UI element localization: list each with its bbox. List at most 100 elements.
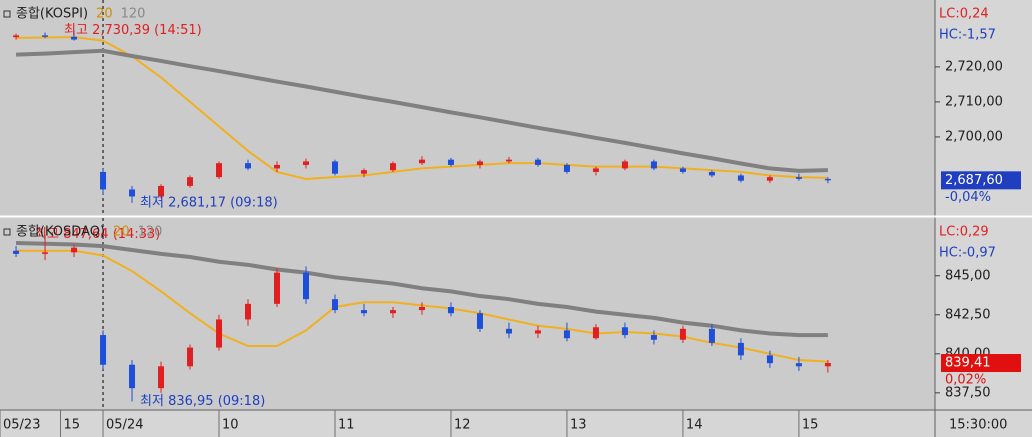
candle-body — [13, 250, 20, 254]
candle-body — [42, 252, 49, 254]
candle-body — [245, 163, 252, 169]
legend-entry: 20 — [113, 225, 130, 240]
candle-body — [766, 177, 773, 181]
candle-body — [42, 35, 49, 37]
high-annotation: 최고 847,64 (14:33) — [35, 227, 160, 242]
moving-average — [15, 240, 828, 338]
candle-body — [129, 189, 136, 197]
lc-label: LC:0,24 — [939, 7, 989, 22]
candle-body — [795, 363, 802, 367]
panel-title: 종합(KOSPI) — [16, 7, 88, 22]
candle-body — [71, 36, 78, 40]
hc-label: HC:-1,57 — [939, 28, 996, 43]
low-annotation: 최저 836,95 (09:18) — [140, 394, 265, 409]
candle-body — [360, 170, 367, 174]
x-tick-label: 14 — [686, 418, 703, 433]
candle-body — [158, 185, 165, 197]
x-tick-label: 05/24 — [106, 418, 143, 433]
candle-body — [13, 35, 20, 38]
candle-body — [679, 328, 686, 340]
candle-body — [650, 161, 657, 169]
candle-body — [447, 306, 454, 314]
y-tick-label: 2,700,00 — [945, 129, 1003, 144]
last-price-box — [941, 171, 1021, 190]
candle-body — [476, 161, 483, 165]
last-price-box — [941, 354, 1021, 373]
candle-body — [534, 330, 541, 334]
candle-body — [708, 328, 715, 343]
candle-body — [563, 330, 570, 339]
candle-body — [621, 327, 628, 336]
candle-body — [650, 335, 657, 340]
legend-entry: 120 — [138, 225, 163, 240]
x-tick-label: 15 — [802, 418, 819, 433]
moving-average — [16, 36, 828, 180]
candle-body — [447, 159, 454, 165]
candle-body — [766, 355, 773, 364]
x-tick-label: 13 — [570, 418, 587, 433]
candle-body — [187, 177, 194, 186]
change-label: -0,04% — [945, 190, 991, 205]
candle-body — [274, 272, 281, 304]
candle-body — [100, 171, 107, 190]
high-annotation: 최고 2,730,39 (14:51) — [64, 23, 202, 38]
candle-body — [592, 168, 599, 172]
candle-body — [621, 161, 628, 169]
candle-body — [592, 327, 599, 339]
candle-body — [216, 319, 223, 348]
candle-body — [824, 363, 831, 367]
checkbox — [3, 10, 11, 18]
x-end-label: 15:30:00 — [949, 418, 1007, 433]
x-tick-label: 05/23 — [3, 418, 40, 433]
legend-entry: 120 — [121, 7, 146, 22]
candle-body — [187, 347, 194, 367]
candle-body — [129, 364, 136, 389]
candle-body — [302, 161, 309, 165]
candle-body — [389, 163, 396, 171]
y-tick-label: 842,50 — [945, 307, 991, 322]
candle-body — [389, 310, 396, 314]
candle-body — [100, 335, 107, 365]
candle-body — [679, 168, 686, 172]
x-tick-label: 15 — [64, 418, 81, 433]
panel-title: 종합(KOSDAQ) — [16, 225, 105, 240]
candle-body — [216, 163, 223, 178]
candle-body — [824, 178, 831, 181]
checkbox — [3, 228, 11, 236]
x-tick-label: 10 — [222, 418, 239, 433]
candle-body — [505, 159, 512, 162]
candle-body — [245, 303, 252, 320]
candle-body — [274, 164, 281, 169]
lc-label: LC:0,29 — [939, 225, 989, 240]
candle-body — [418, 159, 425, 164]
y-tick-label: 837,50 — [945, 385, 991, 400]
candle-body — [737, 175, 744, 181]
candle-body — [737, 342, 744, 356]
hc-label: HC:-0,97 — [939, 246, 996, 261]
x-tick-label: 11 — [338, 418, 355, 433]
low-annotation: 최저 2,681,17 (09:18) — [140, 195, 278, 210]
candle-body — [331, 161, 338, 174]
moving-average — [15, 48, 828, 173]
legend-entry: 20 — [96, 7, 113, 22]
candle-body — [795, 177, 802, 179]
last-price: 839,41 — [945, 356, 991, 371]
change-label: 0,02% — [945, 373, 986, 388]
candle-body — [476, 313, 483, 329]
x-tick-label: 12 — [454, 418, 471, 433]
candle-body — [158, 366, 165, 389]
candle-body — [331, 299, 338, 311]
candle-body — [563, 164, 570, 172]
candle-body — [71, 247, 78, 253]
x-axis — [0, 410, 1032, 437]
last-price: 2,687,60 — [945, 173, 1003, 188]
candle-body — [708, 171, 715, 176]
candle-body — [418, 306, 425, 311]
y-tick-label: 2,710,00 — [945, 94, 1003, 109]
candle-body — [360, 310, 367, 314]
y-tick-label: 2,720,00 — [945, 59, 1003, 74]
candle-body — [534, 159, 541, 165]
y-tick-label: 845,00 — [945, 268, 991, 283]
